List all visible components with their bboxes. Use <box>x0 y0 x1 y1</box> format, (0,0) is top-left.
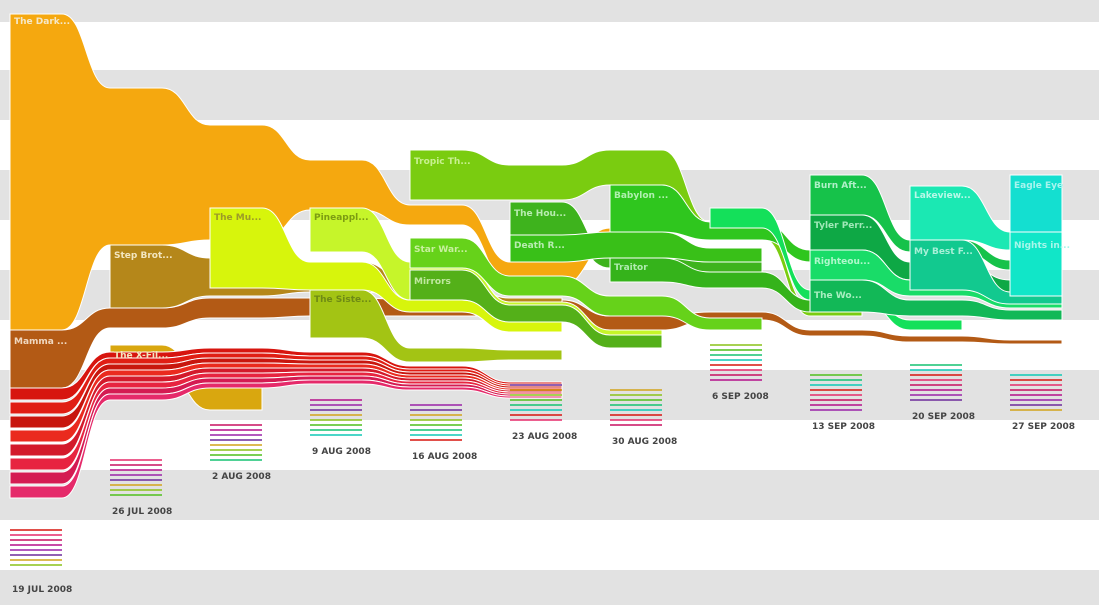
stream-label: Traitor <box>614 263 648 273</box>
stream-label: The Wo... <box>814 291 862 301</box>
stream-star-wars <box>409 237 763 331</box>
stream-label: Mirrors <box>414 277 451 287</box>
stream-label: The Dark... <box>14 17 70 27</box>
stream-label: Tyler Perr... <box>814 221 872 231</box>
date-label: 16 AUG 2008 <box>412 452 477 462</box>
stream-red-stream-7 <box>9 379 563 499</box>
date-label: 26 JUL 2008 <box>112 507 172 517</box>
stream-label: Eagle Eye <box>1014 181 1063 191</box>
stream-label: Star War... <box>414 245 468 255</box>
stream-label: My Best F... <box>914 247 973 257</box>
stream-label: The X-Fil... <box>114 351 168 361</box>
stream-label: Mamma ... <box>14 337 67 347</box>
stream-label: Nights in... <box>1014 241 1070 251</box>
stream-label: The Siste... <box>314 295 371 305</box>
date-label: 9 AUG 2008 <box>312 447 371 457</box>
stream-the-women <box>809 279 1063 321</box>
stream-righteous-new <box>709 207 963 331</box>
stream-label: The Hou... <box>514 209 566 219</box>
stream-label: Babylon ... <box>614 191 668 201</box>
date-label: 30 AUG 2008 <box>612 437 677 447</box>
stream-label: Tropic Th... <box>414 157 471 167</box>
streams <box>9 13 1063 566</box>
date-label: 13 SEP 2008 <box>812 422 875 432</box>
stream-mirrors <box>409 269 663 349</box>
stream-nights-in-rodanthe <box>1009 231 1063 297</box>
stream-labels: The Dark... Mamma ... Step Brot... The X-Fi… <box>14 17 1070 361</box>
stream-label: Pineappl... <box>314 213 369 223</box>
stream-label: Step Brot... <box>114 251 173 261</box>
date-label: 20 SEP 2008 <box>912 412 975 422</box>
stream-the-sisterhood <box>309 289 563 363</box>
stream-label: Righteou... <box>814 257 870 267</box>
date-label: 23 AUG 2008 <box>512 432 577 442</box>
background-band <box>0 470 1099 520</box>
date-label: 6 SEP 2008 <box>712 392 769 402</box>
stream-label: Lakeview... <box>914 191 971 201</box>
date-labels: 19 JUL 2008 26 JUL 2008 2 AUG 2008 9 AUG 20… <box>12 392 1075 595</box>
date-label: 2 AUG 2008 <box>212 472 271 482</box>
date-label: 19 JUL 2008 <box>12 585 72 595</box>
background-band <box>0 0 1099 22</box>
date-label: 27 SEP 2008 <box>1012 422 1075 432</box>
stream-label: The Mu... <box>214 213 261 223</box>
background-band <box>0 570 1099 605</box>
stream-death-race <box>509 231 763 263</box>
stream-label: Burn Aft... <box>814 181 867 191</box>
stream-label: Death R... <box>514 241 565 251</box>
